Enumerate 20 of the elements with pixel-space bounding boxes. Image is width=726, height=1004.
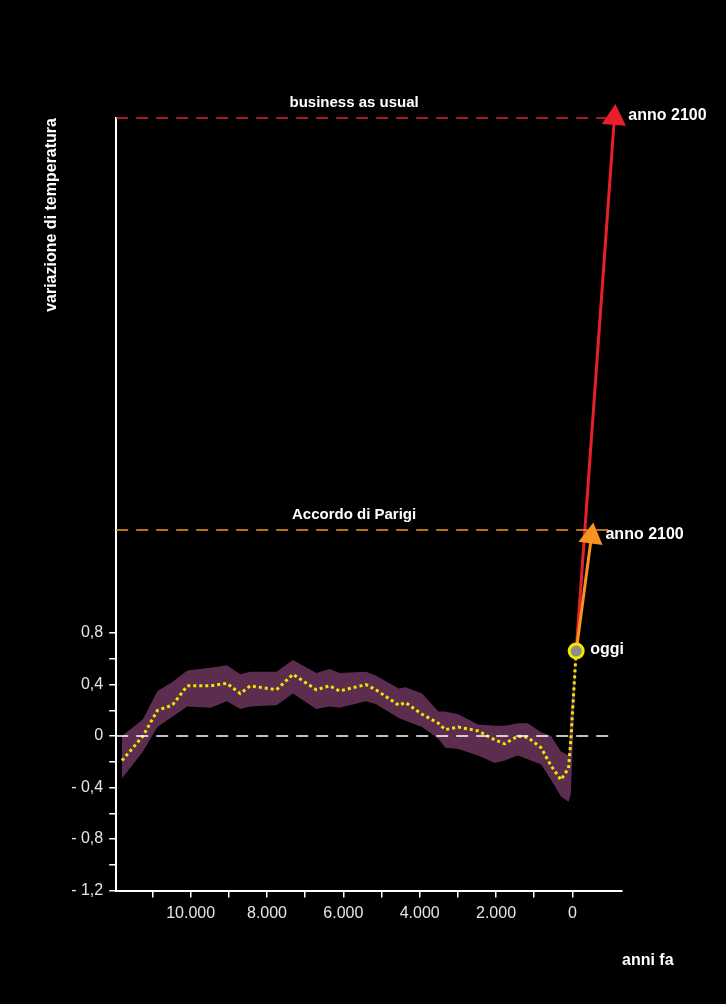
x-axis-title: anni fa xyxy=(622,950,674,968)
y-tick-label: 0 xyxy=(94,726,104,744)
x-tick-label: 4.000 xyxy=(399,903,440,921)
ref-line-label: Accordo di Parigi xyxy=(292,504,417,522)
annotation: oggi xyxy=(590,639,624,657)
point xyxy=(567,642,585,660)
y-tick-label: - 1,2 xyxy=(71,881,104,899)
y-tick-label: - 0,4 xyxy=(71,777,104,795)
x-tick-label: 6.000 xyxy=(323,903,364,921)
x-tick-label: 10.000 xyxy=(166,903,216,921)
y-tick-label: 0,8 xyxy=(80,623,104,641)
x-tick-label: 2.000 xyxy=(476,903,517,921)
annotation: anno 2100 xyxy=(605,524,684,542)
x-tick-label: 0 xyxy=(567,903,577,921)
ref-line-label: business as usual xyxy=(289,92,419,110)
annotation: anno 2100 xyxy=(628,106,707,124)
y-axis-title: variazione di temperatura xyxy=(42,117,60,312)
y-tick-label: - 0,8 xyxy=(71,829,104,847)
x-tick-label: 8.000 xyxy=(246,903,288,921)
y-tick-label: 0,4 xyxy=(80,674,104,692)
